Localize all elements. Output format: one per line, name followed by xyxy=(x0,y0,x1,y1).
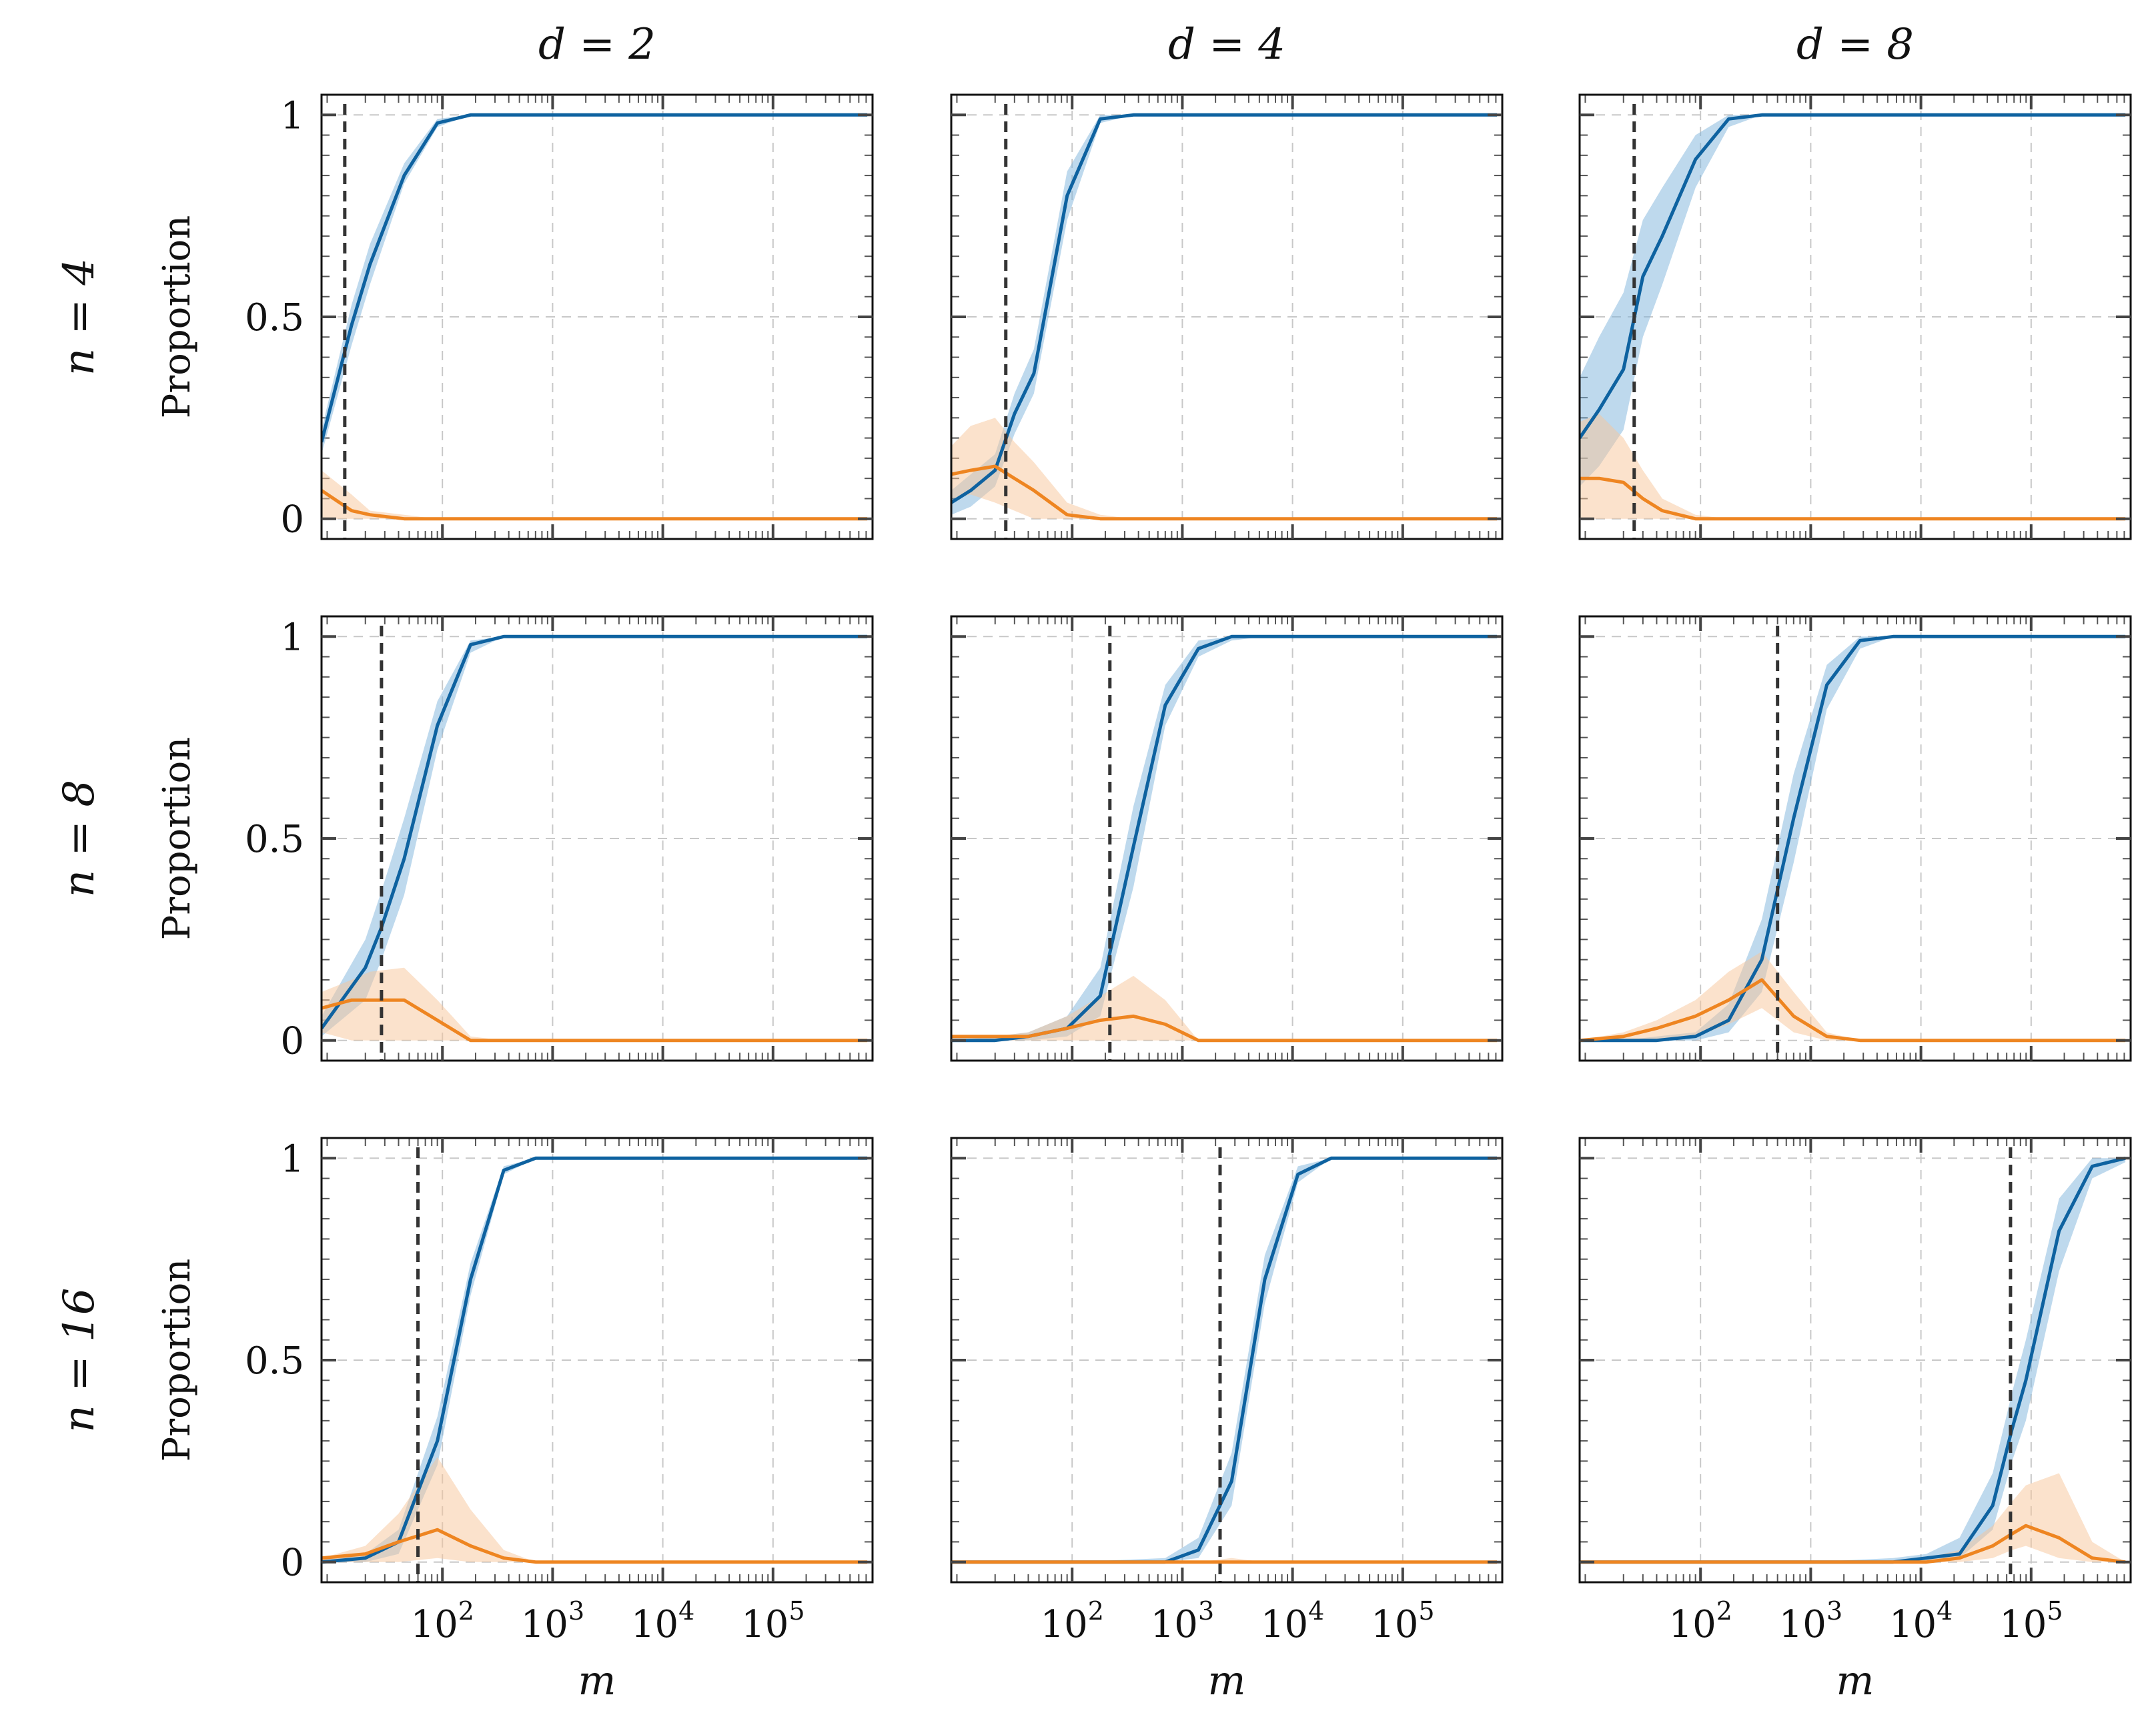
chart-panel: 102 103 104 105 xyxy=(950,1137,1504,1646)
blue-confidence-band xyxy=(951,1158,1498,1562)
plot-area xyxy=(322,1156,868,1564)
orange-confidence-band xyxy=(1580,1473,2126,1562)
row-title: n = 8 xyxy=(55,780,104,897)
orange-series-line xyxy=(951,1014,1498,1043)
x-tick-label: 105 xyxy=(741,1596,804,1646)
x-axis-label: m xyxy=(1208,1658,1246,1704)
chart-panel xyxy=(1578,615,2132,1062)
x-tick-label: 103 xyxy=(521,1596,584,1646)
orange-confidence-band xyxy=(322,967,868,1041)
chart-panel xyxy=(950,93,1504,540)
blue-confidence-band xyxy=(951,115,1498,515)
column-title: d = 4 xyxy=(1168,20,1285,69)
y-axis-label: Proportion xyxy=(155,1259,199,1462)
row-title: n = 4 xyxy=(55,258,104,376)
plot-area xyxy=(951,634,1498,1043)
y-tick-label: 0 xyxy=(280,1020,304,1063)
orange-confidence-band xyxy=(322,470,868,519)
x-tick-label: 102 xyxy=(1040,1596,1103,1646)
row-title: n = 16 xyxy=(55,1288,104,1433)
orange-series-line xyxy=(951,464,1498,521)
plot-area xyxy=(1580,1156,2126,1564)
y-tick-label: 1 xyxy=(280,1137,304,1181)
x-tick-label: 103 xyxy=(1151,1596,1214,1646)
plot-area xyxy=(951,113,1498,521)
y-tick-label: 0 xyxy=(280,498,304,542)
chart-panel: 102 103 104 105 xyxy=(1578,1137,2132,1646)
column-title: d = 2 xyxy=(538,20,656,69)
blue-confidence-band xyxy=(1580,1158,2126,1562)
chart-panel xyxy=(1578,93,2132,540)
x-axis-label: m xyxy=(578,1658,616,1704)
blue-series-line xyxy=(1580,634,2126,1043)
y-tick-label: 0.5 xyxy=(245,818,304,861)
orange-series-line xyxy=(322,998,868,1043)
y-tick-label: 1 xyxy=(280,94,304,137)
plot-area xyxy=(322,634,868,1043)
chart-panel: 00.51 xyxy=(245,93,874,542)
x-tick-label: 105 xyxy=(1999,1596,2063,1646)
orange-series-line xyxy=(322,1528,868,1564)
chart-panel xyxy=(950,615,1504,1062)
y-tick-label: 1 xyxy=(280,616,304,659)
x-axis-label: m xyxy=(1836,1658,1874,1704)
plot-area xyxy=(322,113,868,521)
orange-confidence-band xyxy=(951,1558,1498,1562)
orange-confidence-band xyxy=(951,975,1498,1041)
blue-series-line xyxy=(322,1156,868,1564)
y-axis-label: Proportion xyxy=(155,737,199,941)
orange-confidence-band xyxy=(951,418,1498,519)
x-tick-label: 104 xyxy=(1889,1596,1953,1646)
blue-series-line xyxy=(1580,113,2126,440)
orange-confidence-band xyxy=(1580,951,2126,1041)
y-axis-label: Proportion xyxy=(155,215,199,419)
chart-panel: 0 0.5 1 102 103 104 105 xyxy=(245,1137,874,1646)
orange-confidence-band xyxy=(1580,414,2126,519)
x-tick-label: 104 xyxy=(631,1596,694,1646)
x-tick-label: 102 xyxy=(410,1596,474,1646)
x-tick-label: 102 xyxy=(1668,1596,1732,1646)
orange-series-line xyxy=(1580,978,2126,1043)
plot-area xyxy=(951,1156,1498,1564)
x-tick-label: 104 xyxy=(1261,1596,1324,1646)
blue-confidence-band xyxy=(1580,115,2126,487)
y-tick-label: 0 xyxy=(280,1542,304,1585)
chart-panel: 00.51 xyxy=(245,615,874,1063)
y-tick-label: 0.5 xyxy=(245,296,304,340)
column-title: d = 8 xyxy=(1796,20,1914,69)
x-tick-label: 103 xyxy=(1779,1596,1842,1646)
y-tick-label: 0.5 xyxy=(245,1339,304,1383)
blue-series-line xyxy=(951,113,1498,504)
blue-series-line xyxy=(322,113,868,443)
plot-area xyxy=(1580,634,2126,1043)
x-tick-label: 105 xyxy=(1371,1596,1434,1646)
blue-confidence-band xyxy=(322,115,868,454)
orange-series-line xyxy=(1580,476,2126,521)
orange-series-line xyxy=(322,489,868,521)
blue-series-line xyxy=(322,634,868,1030)
orange-confidence-band xyxy=(322,1457,868,1562)
orange-series-line xyxy=(1580,1524,2126,1564)
